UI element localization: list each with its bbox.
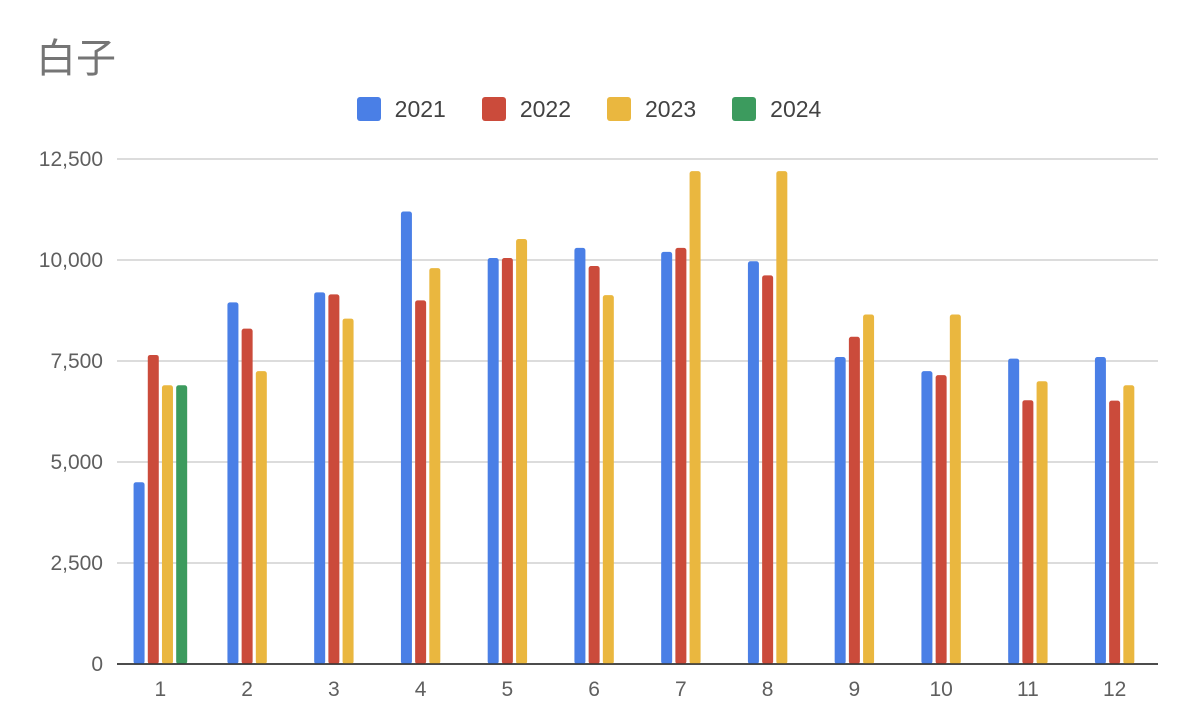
legend-swatch: [732, 97, 757, 121]
bar-2021-6: [574, 247, 586, 664]
bar-2021-5: [487, 257, 499, 664]
legend-label: 2023: [645, 95, 697, 122]
legend-swatch: [607, 97, 631, 121]
bar-2023-10: [949, 314, 961, 664]
x-tick-label: 11: [1017, 678, 1039, 701]
bar-2022-12: [1109, 400, 1121, 664]
bar-2022-7: [675, 247, 687, 664]
bar-2021-7: [661, 251, 673, 665]
bar-2021-8: [747, 261, 759, 664]
bar-2023-12: [1123, 385, 1135, 664]
bar-2022-10: [935, 375, 947, 664]
bar-2023-4: [429, 268, 441, 664]
x-tick-label: 2: [241, 678, 253, 701]
bar-2022-5: [501, 257, 513, 664]
bar-2021-12: [1094, 356, 1106, 664]
legend-label: 2021: [394, 95, 446, 122]
legend-swatch: [356, 97, 381, 121]
x-tick-label: 4: [415, 678, 427, 701]
bar-2023-3: [342, 318, 354, 664]
bar-2023-8: [776, 171, 788, 664]
legend-label: 2022: [519, 95, 571, 122]
bar-2023-7: [689, 171, 701, 664]
chart-title: 白子: [36, 36, 116, 82]
legend: 2021 2022 2023 2024: [0, 94, 1178, 124]
bar-2023-5: [516, 238, 528, 665]
y-tick-label: 12,500: [39, 148, 103, 171]
legend-item-2022: 2022: [481, 95, 571, 123]
x-tick-label: 6: [588, 678, 600, 701]
bar-2021-3: [314, 292, 326, 664]
y-tick-label: 5,000: [50, 451, 103, 474]
x-tick-label: 9: [849, 678, 861, 701]
x-tick-label: 5: [502, 678, 514, 701]
bar-2024-1: [176, 385, 188, 664]
legend-swatch: [481, 97, 506, 121]
bar-2022-4: [415, 300, 427, 664]
bar-2023-2: [255, 371, 267, 664]
x-tick-label: 12: [1103, 678, 1126, 701]
bar-2022-2: [241, 328, 253, 664]
bar-2023-6: [602, 295, 614, 664]
y-tick-label: 0: [91, 653, 103, 676]
bar-2021-9: [834, 356, 846, 664]
bar-2022-8: [762, 275, 774, 664]
bar-2021-4: [400, 211, 412, 664]
x-tick-label: 10: [929, 678, 952, 701]
x-tick-label: 3: [328, 678, 340, 701]
bar-2022-9: [848, 336, 860, 664]
bar-2022-1: [147, 354, 159, 664]
bar-2023-11: [1036, 381, 1048, 664]
y-tick-label: 10,000: [39, 249, 103, 272]
bar-2022-6: [588, 266, 600, 664]
bar-2021-11: [1008, 358, 1020, 664]
bar-2021-10: [921, 371, 933, 664]
bar-2023-1: [161, 385, 173, 664]
bar-2021-1: [133, 482, 145, 664]
y-tick-label: 2,500: [50, 552, 103, 575]
x-tick-label: 7: [675, 678, 687, 701]
legend-item-2024: 2024: [732, 96, 821, 123]
y-tick-label: 7,500: [50, 350, 103, 373]
bar-2023-9: [863, 314, 875, 664]
legend-label: 2024: [770, 95, 822, 122]
bar-2021-2: [227, 302, 239, 664]
legend-item-2023: 2023: [607, 96, 696, 123]
legend-item-2021: 2021: [356, 95, 446, 123]
x-tick-label: 8: [762, 678, 774, 701]
bar-2022-11: [1022, 400, 1034, 664]
bar-2022-3: [328, 294, 340, 664]
x-tick-label: 1: [155, 678, 167, 701]
